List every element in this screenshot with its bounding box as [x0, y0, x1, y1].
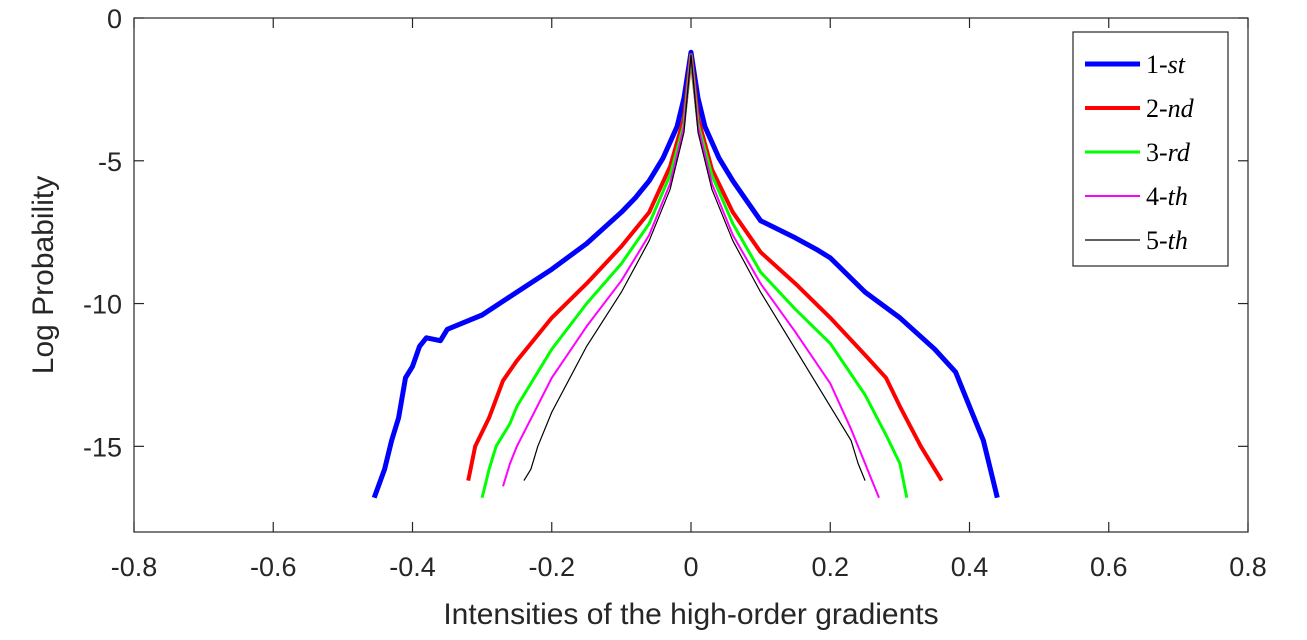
legend-label-number: 2-	[1146, 94, 1168, 123]
legend-box	[1072, 31, 1229, 267]
series-line-1-st	[371, 49, 1000, 499]
legend-items: 1-st2-nd3-rd4-th5-th	[1085, 50, 1195, 255]
x-axis-title: Intensities of the high-order gradients	[443, 598, 938, 631]
y-axis-title: Log Probability	[27, 176, 60, 374]
legend-label-number: 5-	[1146, 226, 1168, 255]
x-tick-label: 0.8	[1229, 552, 1267, 582]
series-lines	[371, 49, 1000, 499]
y-tick-label: 0	[107, 4, 122, 34]
legend-label-4-th: 4-th	[1146, 182, 1188, 211]
x-tick-label: 0.4	[951, 552, 989, 582]
x-tick-label: 0.2	[811, 552, 849, 582]
x-tick-label: -0.8	[111, 552, 158, 582]
series-line-5-th	[523, 54, 866, 481]
x-tick-label: -0.6	[250, 552, 297, 582]
plot-area	[133, 17, 1249, 533]
legend-label-3-rd: 3-rd	[1146, 138, 1191, 167]
y-tick-label: -5	[98, 147, 122, 177]
y-tick-label: -10	[83, 290, 122, 320]
legend-label-1-st: 1-st	[1146, 50, 1186, 79]
legend: 1-st2-nd3-rd4-th5-th	[1072, 31, 1229, 267]
x-tick-label: -0.2	[528, 552, 575, 582]
legend-label-5-th: 5-th	[1146, 226, 1188, 255]
legend-label-number: 1-	[1146, 50, 1168, 79]
x-tick-label: 0	[683, 552, 698, 582]
legend-label-2-nd: 2-nd	[1146, 94, 1195, 123]
legend-label-suffix: rd	[1168, 138, 1191, 167]
legend-label-number: 3-	[1146, 138, 1168, 167]
legend-label-suffix: th	[1168, 182, 1188, 211]
y-tick-label: -15	[83, 432, 122, 462]
legend-label-suffix: st	[1168, 50, 1186, 79]
x-tick-label: 0.6	[1090, 552, 1128, 582]
legend-label-suffix: th	[1168, 226, 1188, 255]
legend-label-suffix: nd	[1168, 94, 1195, 123]
legend-label-number: 4-	[1146, 182, 1168, 211]
axis-ticks: -0.8 -0.6 -0.4 -0.2 0 0.2 0.4 0.6 0.8 0 -5 -10 -15	[83, 4, 1267, 582]
x-tick-label: -0.4	[389, 552, 436, 582]
